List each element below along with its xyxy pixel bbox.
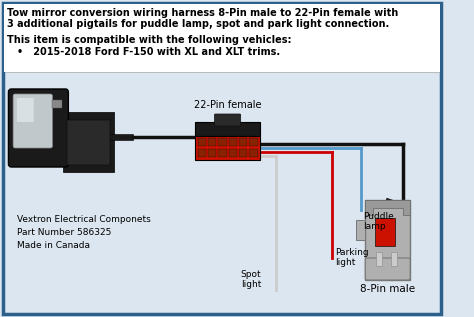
Text: Part Number 586325: Part Number 586325 (17, 228, 111, 237)
Text: Spot
light: Spot light (241, 270, 261, 289)
Text: 8-Pin male: 8-Pin male (360, 284, 415, 294)
Text: Made in Canada: Made in Canada (17, 241, 90, 250)
Bar (239, 138, 247, 146)
Text: 22-Pin female: 22-Pin female (194, 100, 261, 110)
FancyBboxPatch shape (17, 98, 34, 122)
Polygon shape (356, 220, 365, 240)
Bar (365, 200, 410, 280)
Bar (249, 138, 257, 146)
Text: Parking
light: Parking light (335, 248, 369, 268)
Bar (208, 138, 216, 146)
Bar (376, 252, 382, 266)
Text: Tow mirror conversion wiring harness 8-Pin male to 22-Pin female with: Tow mirror conversion wiring harness 8-P… (8, 8, 399, 18)
Text: Vextron Electrical Componets: Vextron Electrical Componets (17, 215, 151, 224)
Bar (195, 136, 260, 160)
FancyBboxPatch shape (3, 3, 441, 314)
Bar (239, 149, 247, 157)
Text: This item is compatible with the following vehicles:: This item is compatible with the followi… (8, 35, 292, 45)
FancyBboxPatch shape (365, 258, 410, 280)
FancyBboxPatch shape (13, 94, 53, 148)
Bar (218, 149, 227, 157)
Text: 3 additional pigtails for puddle lamp, spot and park light connection.: 3 additional pigtails for puddle lamp, s… (8, 19, 390, 29)
FancyBboxPatch shape (214, 114, 241, 126)
Text: Puddle
lamp: Puddle lamp (364, 212, 394, 231)
Polygon shape (105, 134, 133, 140)
FancyBboxPatch shape (9, 89, 68, 167)
Bar (218, 138, 227, 146)
Polygon shape (63, 112, 114, 172)
Polygon shape (365, 200, 410, 215)
Bar (228, 138, 237, 146)
Bar (198, 138, 206, 146)
Bar (67, 120, 109, 165)
Bar (4, 4, 440, 72)
Bar (228, 149, 237, 157)
Bar (195, 122, 260, 136)
Bar (198, 149, 206, 157)
Bar (249, 149, 257, 157)
Bar (53, 100, 62, 108)
Text: •   2015-2018 Ford F-150 with XL and XLT trims.: • 2015-2018 Ford F-150 with XL and XLT t… (17, 47, 280, 57)
Bar (374, 218, 395, 246)
Bar (208, 149, 216, 157)
Bar (392, 252, 397, 266)
